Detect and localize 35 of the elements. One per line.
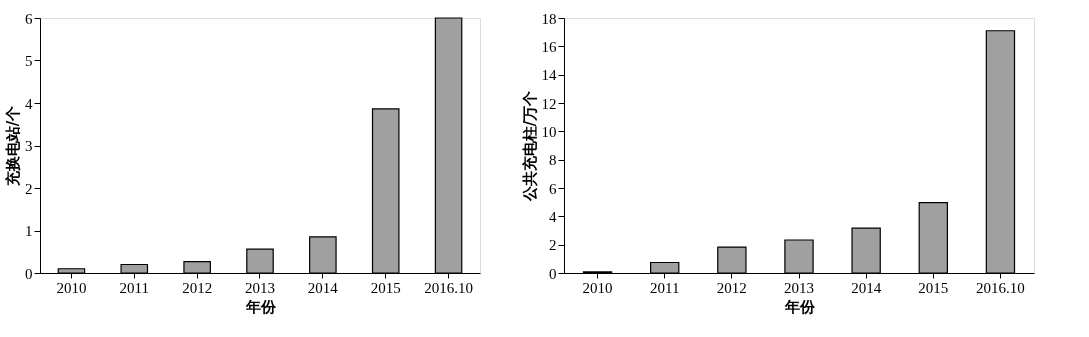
- x-tick-label: 2015: [370, 279, 401, 296]
- y-tick-label: 2: [549, 237, 557, 254]
- x-tick-label: 2013: [784, 279, 814, 296]
- y-tick-label: 4: [549, 208, 557, 225]
- x-tick-label: 2011: [649, 279, 680, 296]
- y-tick-label: 8: [549, 152, 557, 169]
- x-tick-label: 2011: [119, 279, 150, 296]
- y-tick-label: 10: [541, 123, 557, 140]
- x-axis-title: 年份: [783, 297, 816, 316]
- x-axis-title: 年份: [244, 297, 277, 316]
- x-tick-label: 2016.10: [424, 279, 473, 296]
- x-tick-label: 2010: [56, 279, 87, 296]
- y-tick-label: 0: [25, 265, 33, 282]
- y-axis-title: 充换电站/个: [4, 104, 22, 188]
- x-tick-label: 2012: [182, 279, 213, 296]
- y-tick-label: 4: [25, 95, 33, 112]
- x-tick-label: 2014: [851, 279, 882, 296]
- x-tick-label: 2010: [582, 279, 613, 296]
- x-tick-label: 2016.10: [976, 279, 1025, 296]
- y-tick-label: 6: [25, 10, 33, 27]
- y-tick-label: 18: [541, 10, 557, 27]
- y-tick-label: 6: [549, 180, 557, 197]
- y-tick-label: 1: [25, 223, 33, 239]
- x-tick-label: 2014: [307, 279, 339, 296]
- y-axis-title: 公共充电柱/万个: [520, 89, 539, 203]
- y-tick-label: 3: [25, 138, 33, 154]
- y-tick-label: 12: [541, 95, 557, 112]
- y-tick-label: 5: [25, 53, 33, 69]
- y-tick-label: 0: [549, 265, 557, 282]
- y-tick-label: 16: [541, 38, 557, 55]
- y-tick-label: 14: [541, 67, 557, 84]
- x-tick-label: 2012: [716, 279, 747, 296]
- x-tick-label: 2015: [918, 279, 949, 296]
- x-tick-label: 2013: [245, 279, 275, 296]
- y-tick-label: 2: [25, 180, 33, 197]
